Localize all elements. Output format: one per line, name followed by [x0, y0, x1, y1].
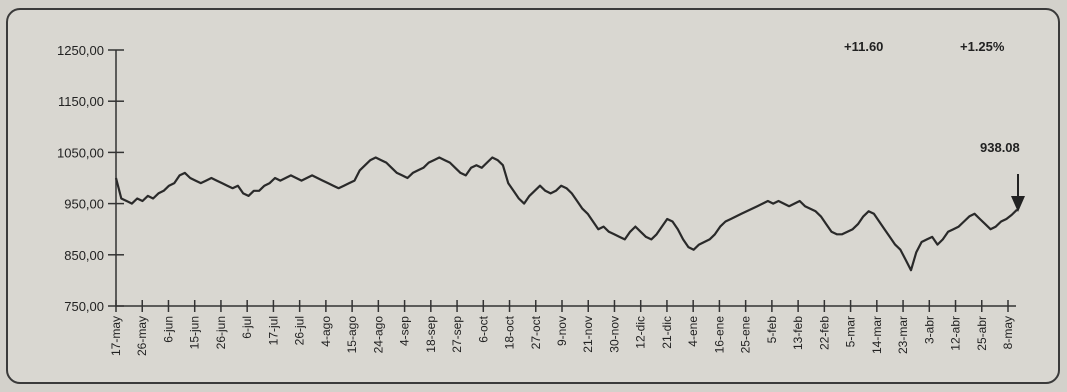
x-tick-label: 21-nov: [581, 316, 595, 353]
x-tick-label: 30-nov: [607, 316, 621, 353]
x-tick-label: 4-ago: [319, 316, 333, 347]
x-tick-label: 6-jul: [240, 316, 254, 339]
x-axis: 17-may 26-may 6-jun 15-jun 26-jun 6-jul 17-jul…: [109, 300, 1016, 356]
y-tick-label: 950,00: [64, 197, 104, 212]
x-tick-label: 26-jun: [214, 316, 228, 349]
x-tick-label: 16-ene: [712, 316, 726, 354]
x-tick-label: 3-abr: [922, 316, 936, 344]
x-tick-label: 5-mar: [844, 316, 858, 347]
y-tick-label: 850,00: [64, 248, 104, 263]
x-tick-label: 27-sep: [450, 316, 464, 353]
x-tick-label: 14-mar: [870, 316, 884, 354]
series-group: [114, 156, 1018, 272]
x-tick-label: 17-jul: [266, 316, 280, 345]
x-tick-label: 9-nov: [555, 316, 569, 346]
x-tick-label: 24-ago: [371, 316, 385, 354]
x-tick-label: 6-jun: [161, 316, 175, 343]
x-tick-label: 17-may: [109, 316, 123, 356]
x-tick-label: 4-sep: [398, 316, 412, 346]
series-line-0: [114, 156, 1018, 272]
x-tick-label: 23-mar: [896, 316, 910, 354]
x-tick-label: 21-dic: [660, 316, 674, 349]
x-tick-label: 12-dic: [634, 316, 648, 349]
x-tick-label: 18-oct: [503, 315, 517, 349]
chart-panel: [6, 8, 1060, 384]
x-tick-label: 13-feb: [791, 316, 805, 350]
x-tick-label: 26-may: [135, 316, 149, 356]
x-tick-label: 18-sep: [424, 316, 438, 353]
x-tick-label: 4-ene: [686, 316, 700, 347]
arrow-icon: [1011, 174, 1025, 212]
change-label: +11.60: [844, 39, 883, 54]
x-tick-label: 27-oct: [529, 315, 543, 349]
x-tick-label: 15-jun: [188, 316, 202, 349]
y-tick-label: 1050,00: [57, 145, 104, 160]
pct-change-label: +1.25%: [960, 39, 1005, 54]
y-tick-label: 750,00: [64, 299, 104, 314]
y-tick-label: 1250,00: [57, 43, 104, 58]
y-tick-label: 1150,00: [58, 94, 104, 109]
x-tick-label: 8-may: [1001, 316, 1015, 349]
x-tick-label: 6-oct: [476, 315, 490, 342]
y-axis: 1250,00 1150,00 1050,00 950,00 850,00 750,00: [57, 43, 124, 314]
x-tick-label: 22-feb: [817, 316, 831, 350]
x-tick-label: 25-ene: [739, 316, 753, 354]
last-value-label: 938.08: [980, 140, 1020, 155]
x-tick-label: 26-jul: [293, 316, 307, 345]
x-tick-label: 15-ago: [345, 316, 359, 354]
x-tick-label: 5-feb: [765, 316, 779, 344]
x-tick-label: 25-abr: [975, 316, 989, 351]
x-tick-label: 12-abr: [949, 316, 963, 351]
